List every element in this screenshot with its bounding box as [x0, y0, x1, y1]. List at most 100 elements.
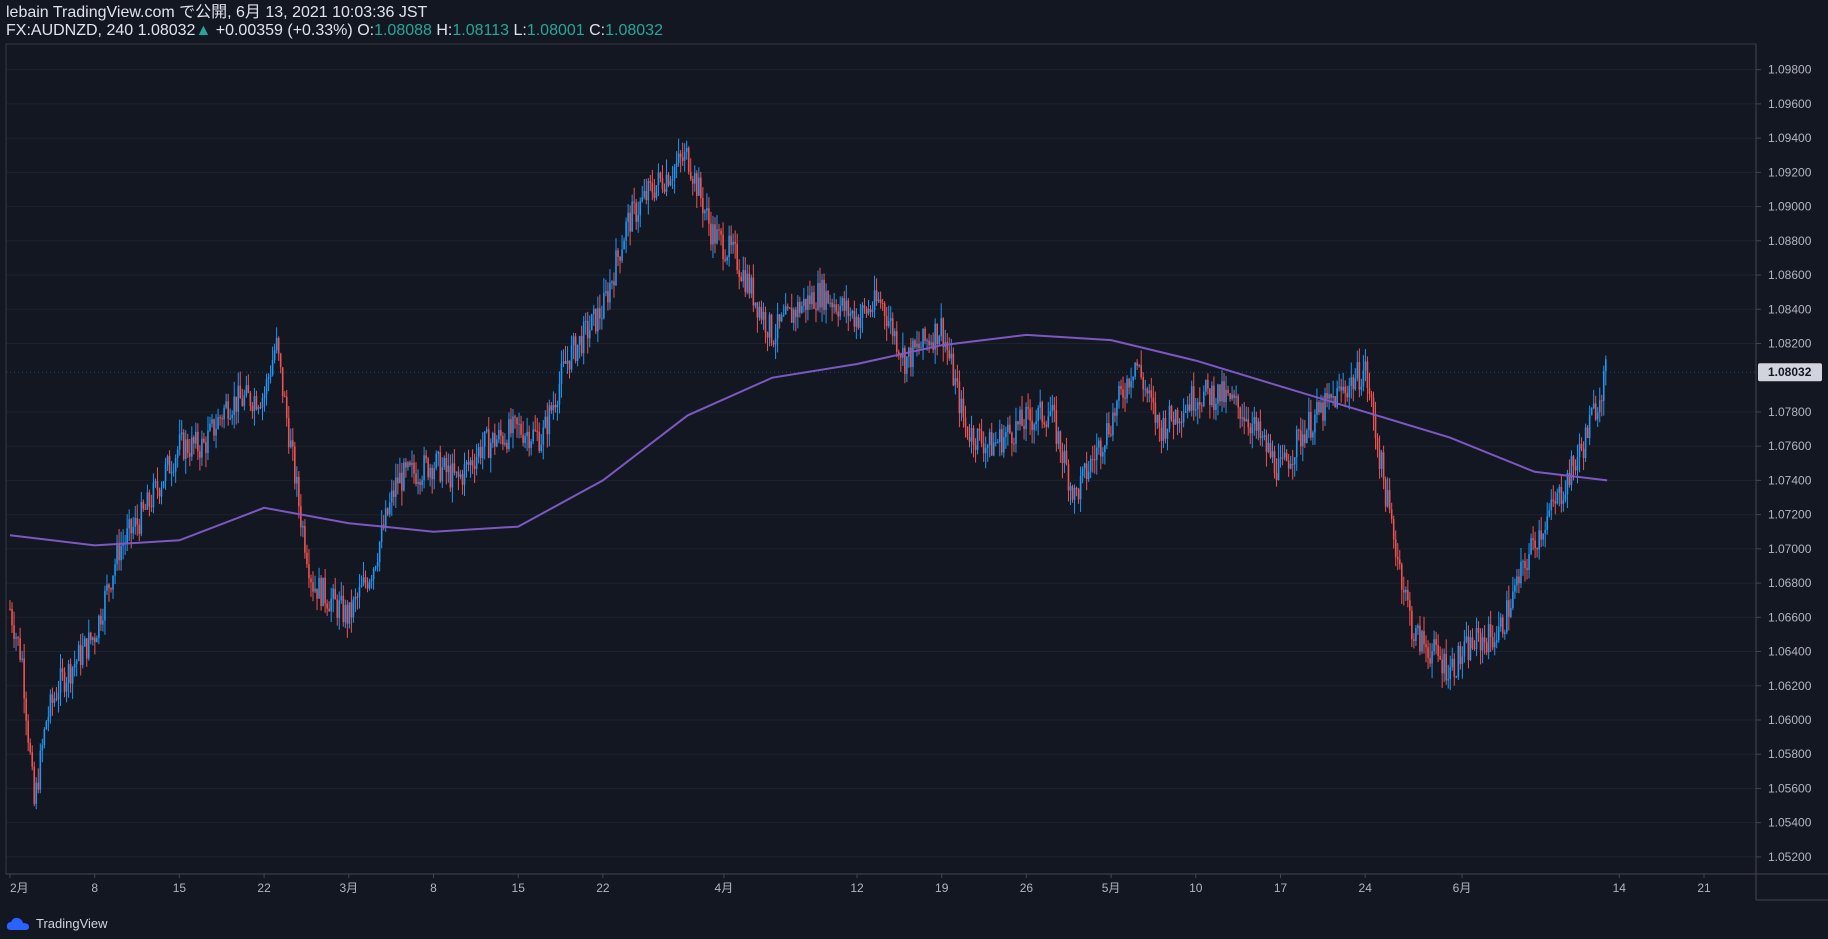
plot-frame — [5, 43, 1757, 875]
candle-body — [1447, 679, 1450, 681]
candle-body — [819, 282, 821, 308]
candle-body — [255, 396, 258, 410]
current-price-badge — [1758, 363, 1822, 382]
candle-body — [776, 314, 779, 339]
candle-body — [356, 596, 359, 598]
y-tick-label: 1.05800 — [1768, 747, 1812, 761]
candle-body — [346, 604, 349, 624]
candle-body — [972, 428, 975, 446]
candle-body — [11, 609, 13, 626]
candle-body — [1041, 402, 1044, 423]
candle-body — [1172, 419, 1175, 425]
candle-body — [1283, 452, 1286, 458]
candle-body — [1400, 564, 1403, 590]
candle-body — [629, 212, 631, 232]
candle-body — [724, 259, 726, 261]
candle-body — [675, 162, 678, 168]
candle-body — [1530, 538, 1532, 555]
candle-body — [605, 291, 607, 293]
candle-body — [63, 672, 66, 692]
candle-body — [778, 314, 781, 322]
candle-body — [1354, 378, 1357, 390]
candle-body — [1063, 450, 1066, 464]
candle-body — [1061, 452, 1064, 464]
candle-body — [150, 506, 153, 508]
candle-body — [427, 458, 429, 478]
candle-body — [1013, 443, 1015, 445]
candle-body — [780, 315, 783, 322]
candle-body — [904, 347, 906, 374]
candle-body — [384, 508, 387, 529]
candle-body — [1005, 432, 1007, 438]
current-price-text: 1.08032 — [1768, 365, 1812, 379]
y-tick-label: 1.09600 — [1768, 97, 1812, 111]
y-tick-label: 1.07200 — [1768, 508, 1812, 522]
candle-body — [1045, 424, 1048, 427]
y-tick-label: 1.06800 — [1768, 576, 1812, 590]
chart-header: lebain TradingView.com で公開, 6月 13, 2021 … — [6, 4, 663, 40]
candle-body — [1370, 393, 1373, 398]
candle-body — [510, 419, 512, 434]
candle-body — [1128, 378, 1130, 388]
candle-body — [572, 336, 575, 346]
candle-body — [582, 321, 585, 354]
candle-body — [314, 588, 316, 592]
candle-body — [974, 445, 977, 450]
candle-body — [1079, 476, 1082, 500]
candle-body — [550, 405, 553, 411]
candle-body — [229, 418, 231, 420]
candle-body — [253, 396, 256, 412]
candle-body — [867, 308, 870, 314]
candle-body — [615, 250, 617, 286]
candle-body — [1057, 431, 1060, 444]
candle-body — [738, 270, 741, 277]
candle-body — [1251, 423, 1254, 434]
candle-body — [310, 578, 312, 583]
candle-body — [601, 318, 603, 320]
candle-body — [570, 345, 573, 370]
candle-body — [1211, 385, 1213, 406]
candle-body — [1259, 421, 1262, 438]
candle-body — [1346, 393, 1349, 398]
candle-body — [1326, 393, 1328, 399]
candle-body — [481, 446, 484, 459]
brand-footer[interactable]: TradingView — [6, 916, 108, 931]
candle-body — [994, 442, 997, 444]
candle-body — [81, 646, 84, 665]
candle-body — [1196, 402, 1199, 410]
candle-body — [447, 465, 450, 473]
candle-body — [1411, 610, 1413, 640]
candle-body — [1021, 409, 1023, 426]
candle-body — [1273, 451, 1276, 474]
candle-body — [1059, 431, 1062, 453]
candle-body — [445, 457, 448, 473]
candle-body — [532, 429, 534, 442]
candle-body — [277, 337, 280, 354]
candle-body — [1504, 632, 1506, 634]
candle-body — [1207, 379, 1209, 389]
candle-body — [661, 178, 664, 189]
candle-body — [1091, 459, 1094, 461]
candle-body — [1239, 407, 1241, 419]
candle-body — [138, 524, 141, 534]
candle-body — [47, 716, 50, 722]
candle-body — [1089, 459, 1092, 472]
candle-body — [946, 342, 949, 351]
candle-body — [954, 378, 957, 386]
candle-body — [419, 481, 421, 485]
candle-body — [891, 318, 894, 337]
candle-body — [1112, 412, 1114, 436]
candle-body — [611, 281, 613, 283]
x-tick-label: 14 — [1613, 881, 1627, 895]
candle-body — [1164, 417, 1167, 439]
y-tick-label: 1.06000 — [1768, 713, 1812, 727]
candle-body — [1152, 397, 1155, 403]
open-value: 1.08088 — [374, 22, 432, 39]
candle-body — [156, 481, 159, 491]
candle-body — [489, 442, 492, 458]
candle-body — [366, 582, 369, 589]
candle-body — [1382, 452, 1385, 480]
candle-body — [736, 243, 738, 271]
candle-body — [754, 302, 757, 306]
